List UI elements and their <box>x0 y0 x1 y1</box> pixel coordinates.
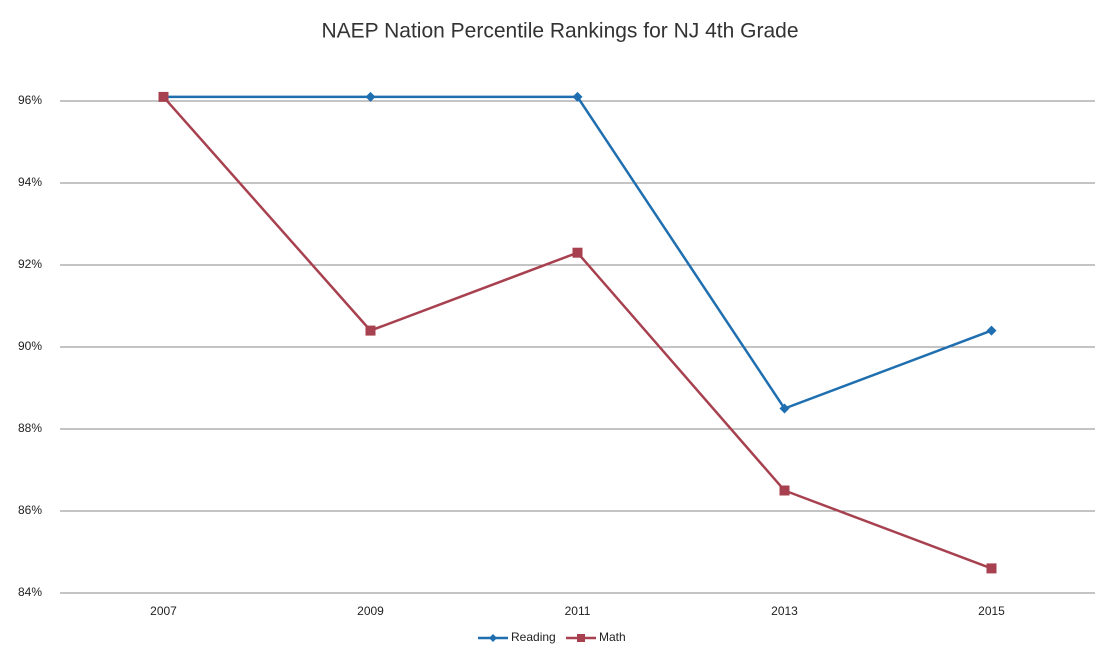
legend-marker <box>577 634 585 642</box>
data-point <box>986 325 997 336</box>
data-point <box>572 91 583 102</box>
y-tick-label: 96% <box>18 93 42 107</box>
y-tick-label: 90% <box>18 339 42 353</box>
data-point <box>158 91 169 102</box>
legend-label: Reading <box>511 630 556 644</box>
x-tick-label: 2011 <box>565 604 591 618</box>
x-tick-label: 2013 <box>771 604 798 618</box>
chart-title: NAEP Nation Percentile Rankings for NJ 4… <box>321 20 798 43</box>
legend-marker <box>489 634 497 642</box>
data-point <box>986 563 997 574</box>
y-tick-label: 86% <box>18 503 42 517</box>
x-tick-label: 2015 <box>978 604 1005 618</box>
y-tick-label: 94% <box>18 175 42 189</box>
y-tick-label: 84% <box>18 585 42 599</box>
x-tick-label: 2009 <box>357 604 384 618</box>
data-point <box>779 403 790 414</box>
y-tick-label: 92% <box>18 257 42 271</box>
data-point <box>365 91 376 102</box>
series-line <box>162 96 992 570</box>
data-point <box>779 485 790 496</box>
legend-label: Math <box>599 630 626 644</box>
x-tick-label: 2007 <box>150 604 177 618</box>
data-point <box>572 247 583 258</box>
data-point <box>365 325 376 336</box>
y-tick-label: 88% <box>18 421 42 435</box>
